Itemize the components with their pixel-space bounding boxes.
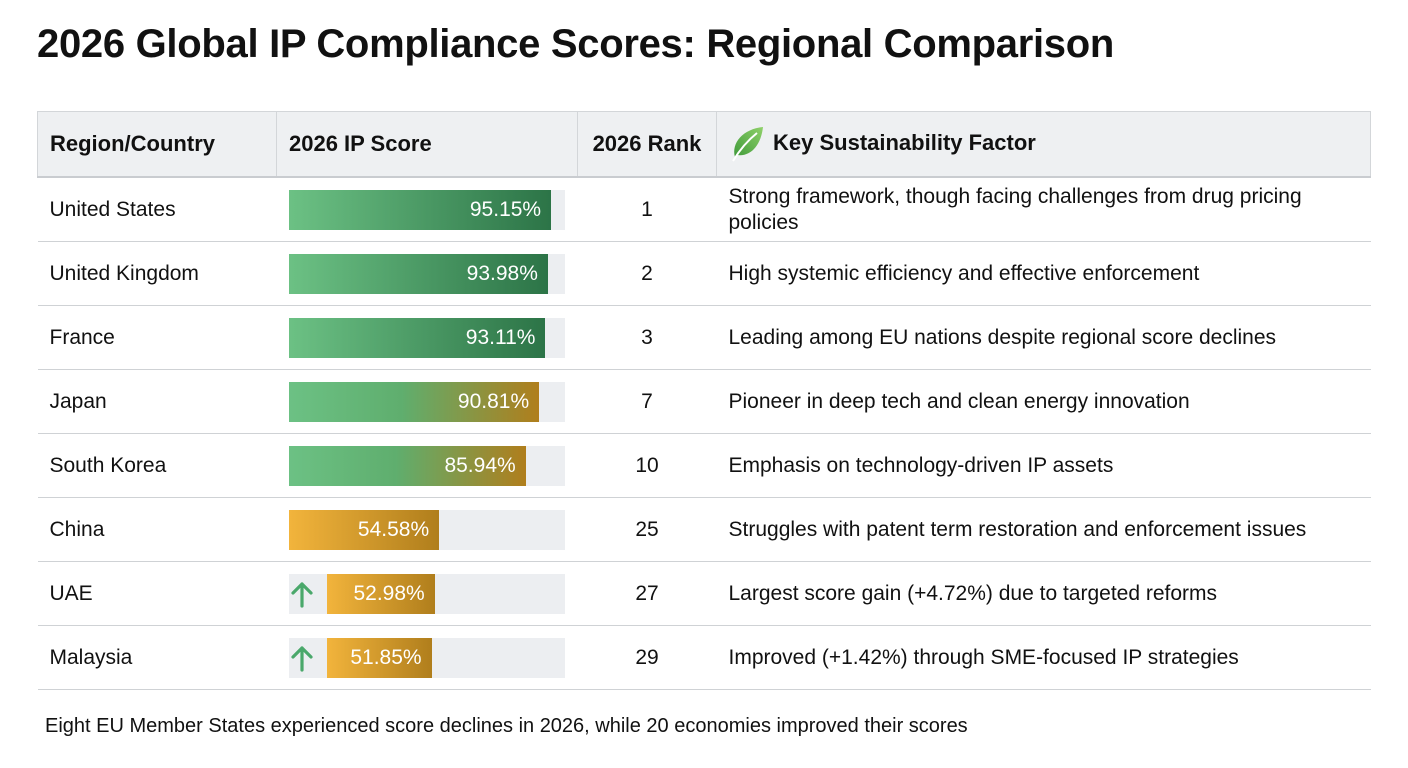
score-cell: 90.81%: [276, 369, 578, 434]
score-cell: 52.98%: [276, 561, 578, 626]
factor-cell: High systemic efficiency and effective e…: [716, 241, 1371, 306]
factor-cell: Pioneer in deep tech and clean energy in…: [716, 369, 1371, 434]
factor-cell: Improved (+1.42%) through SME-focused IP…: [716, 625, 1371, 690]
region-cell: Japan: [37, 369, 277, 434]
score-label: 93.11%: [465, 325, 536, 349]
scores-table: Region/Country 2026 IP Score 2026 Rank K…: [37, 111, 1371, 690]
table-row: South Korea 85.94% 10 Emphasis on techno…: [37, 433, 1371, 498]
header-rank: 2026 Rank: [577, 111, 717, 178]
score-track: 93.98%: [288, 253, 565, 294]
score-cell: 54.58%: [276, 497, 578, 562]
score-label: 54.58%: [357, 517, 430, 541]
score-cell: 95.15%: [276, 177, 578, 242]
rank-cell: 1: [577, 177, 717, 242]
rank-cell: 7: [577, 369, 717, 434]
score-track: 93.11%: [288, 317, 565, 358]
leaf-icon: [732, 127, 763, 162]
region-cell: France: [37, 305, 277, 370]
score-track: 85.94%: [288, 445, 565, 486]
region-cell: China: [37, 497, 277, 562]
score-cell: 85.94%: [276, 433, 578, 498]
table-row: China 54.58% 25 Struggles with patent te…: [37, 497, 1371, 562]
arrow-up-icon: [290, 645, 313, 672]
score-track: 54.58%: [288, 509, 565, 550]
table-row: UAE 52.98% 27 Largest score gain (+4.72%…: [37, 561, 1371, 626]
score-track: 52.98%: [288, 573, 565, 614]
table-row: France 93.11% 3 Leading among EU nations…: [37, 305, 1371, 370]
region-cell: Malaysia: [37, 625, 277, 690]
region-cell: United States: [37, 177, 277, 242]
rank-cell: 29: [577, 625, 717, 690]
factor-cell: Struggles with patent term restoration a…: [716, 497, 1371, 562]
score-cell: 93.98%: [276, 241, 578, 306]
region-cell: South Korea: [37, 433, 277, 498]
table-row: United Kingdom 93.98% 2 High systemic ef…: [37, 241, 1371, 306]
rank-cell: 10: [577, 433, 717, 498]
rank-cell: 27: [577, 561, 717, 626]
rank-cell: 2: [577, 241, 717, 306]
score-bar: 52.98%: [326, 573, 435, 614]
rank-cell: 3: [577, 305, 717, 370]
score-label: 51.85%: [350, 645, 422, 669]
header-factor-label: Key Sustainability Factor: [773, 129, 1036, 155]
score-bar: 95.15%: [288, 189, 552, 230]
factor-cell: Emphasis on technology-driven IP assets: [716, 433, 1371, 498]
header-score: 2026 IP Score: [276, 111, 578, 178]
arrow-up-icon: [290, 581, 313, 608]
table-row: Japan 90.81% 7 Pioneer in deep tech and …: [37, 369, 1371, 434]
page-title: 2026 Global IP Compliance Scores: Region…: [37, 22, 1115, 66]
score-bar: 51.85%: [326, 637, 432, 678]
score-track: 90.81%: [288, 381, 565, 422]
region-cell: UAE: [37, 561, 277, 626]
score-track: 95.15%: [288, 189, 565, 230]
table-row: United States 95.15% 1 Strong framework,…: [37, 177, 1371, 242]
header-region: Region/Country: [37, 111, 277, 178]
score-bar: 90.81%: [288, 381, 540, 422]
score-label: 95.15%: [469, 197, 542, 221]
score-bar: 93.98%: [288, 253, 548, 294]
score-label: 52.98%: [353, 581, 425, 605]
score-cell: 93.11%: [276, 305, 578, 370]
table-row: Malaysia 51.85% 29 Improved (+1.42%) thr…: [37, 625, 1371, 690]
factor-cell: Largest score gain (+4.72%) due to targe…: [716, 561, 1371, 626]
factor-cell: Leading among EU nations despite regiona…: [716, 305, 1371, 370]
header-factor: Key Sustainability Factor: [716, 111, 1371, 178]
header-row: Region/Country 2026 IP Score 2026 Rank K…: [37, 111, 1371, 178]
factor-cell: Strong framework, though facing challeng…: [716, 177, 1371, 242]
score-bar: 93.11%: [288, 317, 546, 358]
score-bar: 54.58%: [288, 509, 440, 550]
footnote: Eight EU Member States experienced score…: [45, 715, 968, 737]
rank-cell: 25: [577, 497, 717, 562]
score-bar: 85.94%: [288, 445, 526, 486]
score-label: 93.98%: [466, 261, 538, 285]
score-cell: 51.85%: [276, 625, 578, 690]
score-label: 90.81%: [457, 389, 530, 413]
score-label: 85.94%: [444, 453, 516, 477]
region-cell: United Kingdom: [37, 241, 277, 306]
score-track: 51.85%: [288, 637, 565, 678]
